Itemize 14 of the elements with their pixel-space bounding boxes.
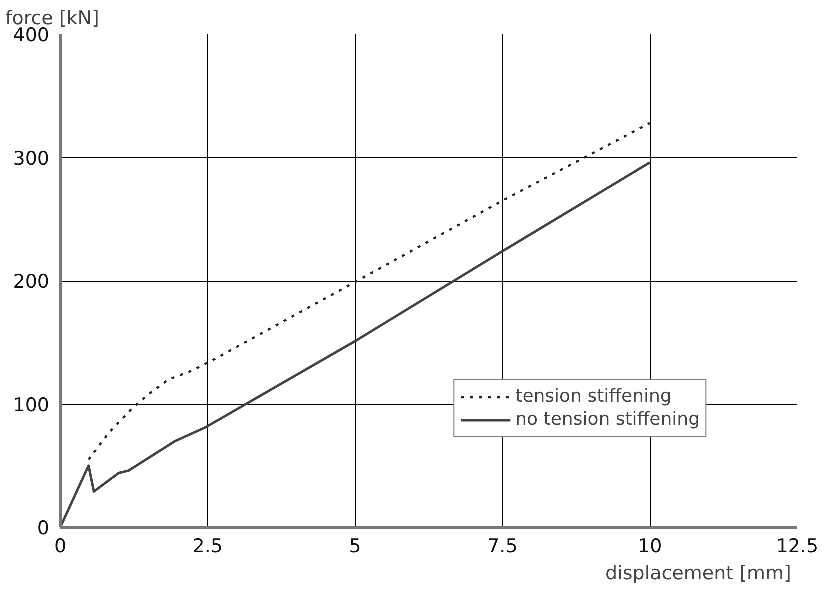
y-tick-label: 400 [13, 24, 50, 46]
y-tick-label: 0 [37, 518, 50, 540]
x-tick-label: 2.5 [192, 536, 224, 558]
x-tick-label: 7.5 [488, 536, 518, 558]
x-tick-label: 0 [54, 536, 67, 558]
legend-label: no tension stiffening [516, 409, 700, 430]
y-tick-label: 200 [13, 271, 50, 293]
x-tick-label: 5 [349, 536, 362, 558]
y-tick-label: 100 [13, 394, 50, 416]
x-tick-label: 10 [638, 536, 662, 558]
legend-label: tension stiffening [516, 386, 672, 407]
x-axis-title: displacement [mm] [606, 562, 792, 584]
x-tick-label: 12.5 [776, 536, 819, 558]
y-tick-label: 300 [13, 148, 50, 170]
